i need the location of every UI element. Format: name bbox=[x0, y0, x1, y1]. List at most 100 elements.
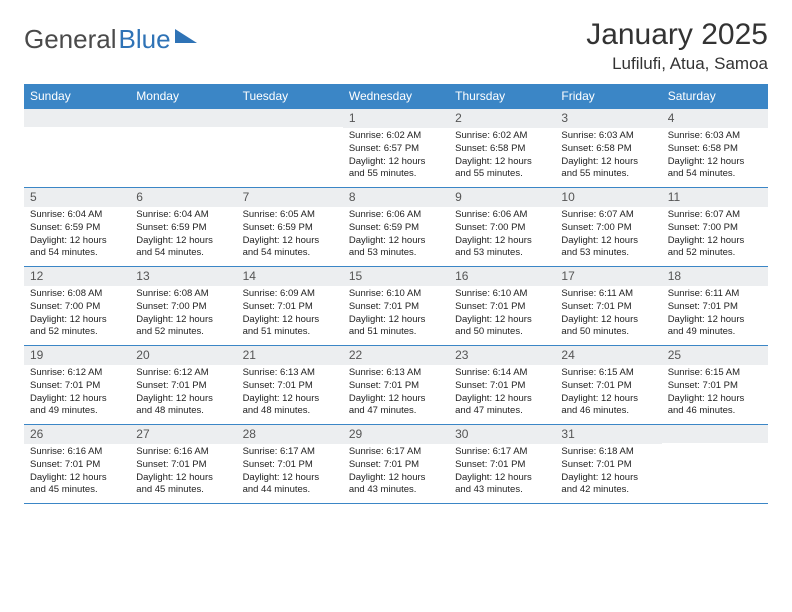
empty-cell bbox=[24, 109, 130, 187]
daylight-line: Daylight: 12 hours and 50 minutes. bbox=[561, 314, 655, 340]
day-details: Sunrise: 6:18 AMSunset: 7:01 PMDaylight:… bbox=[555, 444, 661, 501]
sunset-line: Sunset: 7:01 PM bbox=[349, 459, 443, 472]
day-cell: 12Sunrise: 6:08 AMSunset: 7:00 PMDayligh… bbox=[24, 267, 130, 345]
day-number bbox=[130, 109, 236, 127]
sunset-line: Sunset: 7:01 PM bbox=[668, 301, 762, 314]
day-cell: 20Sunrise: 6:12 AMSunset: 7:01 PMDayligh… bbox=[130, 346, 236, 424]
sunset-line: Sunset: 7:01 PM bbox=[30, 459, 124, 472]
day-cell: 30Sunrise: 6:17 AMSunset: 7:01 PMDayligh… bbox=[449, 425, 555, 503]
day-details: Sunrise: 6:09 AMSunset: 7:01 PMDaylight:… bbox=[237, 286, 343, 343]
daylight-line: Daylight: 12 hours and 45 minutes. bbox=[136, 472, 230, 498]
sunrise-line: Sunrise: 6:14 AM bbox=[455, 367, 549, 380]
day-number: 10 bbox=[555, 188, 661, 207]
daylight-line: Daylight: 12 hours and 53 minutes. bbox=[455, 235, 549, 261]
sunrise-line: Sunrise: 6:03 AM bbox=[668, 130, 762, 143]
day-number: 12 bbox=[24, 267, 130, 286]
logo-triangle-icon bbox=[175, 29, 197, 47]
day-number: 30 bbox=[449, 425, 555, 444]
brand-part1: General bbox=[24, 24, 117, 55]
day-cell: 1Sunrise: 6:02 AMSunset: 6:57 PMDaylight… bbox=[343, 109, 449, 187]
day-details: Sunrise: 6:11 AMSunset: 7:01 PMDaylight:… bbox=[555, 286, 661, 343]
calendar-page: GeneralBlue January 2025 Lufilufi, Atua,… bbox=[0, 0, 792, 514]
sunrise-line: Sunrise: 6:03 AM bbox=[561, 130, 655, 143]
day-details: Sunrise: 6:04 AMSunset: 6:59 PMDaylight:… bbox=[130, 207, 236, 264]
day-cell: 6Sunrise: 6:04 AMSunset: 6:59 PMDaylight… bbox=[130, 188, 236, 266]
day-number: 29 bbox=[343, 425, 449, 444]
sunset-line: Sunset: 7:01 PM bbox=[349, 301, 443, 314]
daylight-line: Daylight: 12 hours and 55 minutes. bbox=[349, 156, 443, 182]
day-details: Sunrise: 6:10 AMSunset: 7:01 PMDaylight:… bbox=[449, 286, 555, 343]
day-details: Sunrise: 6:13 AMSunset: 7:01 PMDaylight:… bbox=[343, 365, 449, 422]
day-cell: 29Sunrise: 6:17 AMSunset: 7:01 PMDayligh… bbox=[343, 425, 449, 503]
sunrise-line: Sunrise: 6:11 AM bbox=[561, 288, 655, 301]
day-number: 11 bbox=[662, 188, 768, 207]
weekday-header: Sunday bbox=[24, 84, 130, 109]
week-row: 5Sunrise: 6:04 AMSunset: 6:59 PMDaylight… bbox=[24, 188, 768, 267]
day-details: Sunrise: 6:07 AMSunset: 7:00 PMDaylight:… bbox=[662, 207, 768, 264]
daylight-line: Daylight: 12 hours and 42 minutes. bbox=[561, 472, 655, 498]
day-details: Sunrise: 6:16 AMSunset: 7:01 PMDaylight:… bbox=[130, 444, 236, 501]
daylight-line: Daylight: 12 hours and 54 minutes. bbox=[30, 235, 124, 261]
daylight-line: Daylight: 12 hours and 54 minutes. bbox=[668, 156, 762, 182]
weekday-header-row: SundayMondayTuesdayWednesdayThursdayFrid… bbox=[24, 84, 768, 109]
page-header: GeneralBlue January 2025 Lufilufi, Atua,… bbox=[24, 18, 768, 74]
sunset-line: Sunset: 6:58 PM bbox=[668, 143, 762, 156]
day-number: 3 bbox=[555, 109, 661, 128]
daylight-line: Daylight: 12 hours and 48 minutes. bbox=[243, 393, 337, 419]
day-number: 28 bbox=[237, 425, 343, 444]
sunrise-line: Sunrise: 6:17 AM bbox=[243, 446, 337, 459]
day-cell: 28Sunrise: 6:17 AMSunset: 7:01 PMDayligh… bbox=[237, 425, 343, 503]
day-details: Sunrise: 6:02 AMSunset: 6:57 PMDaylight:… bbox=[343, 128, 449, 185]
daylight-line: Daylight: 12 hours and 52 minutes. bbox=[30, 314, 124, 340]
day-details: Sunrise: 6:12 AMSunset: 7:01 PMDaylight:… bbox=[130, 365, 236, 422]
sunset-line: Sunset: 7:01 PM bbox=[30, 380, 124, 393]
empty-cell bbox=[237, 109, 343, 187]
daylight-line: Daylight: 12 hours and 53 minutes. bbox=[349, 235, 443, 261]
day-details: Sunrise: 6:02 AMSunset: 6:58 PMDaylight:… bbox=[449, 128, 555, 185]
sunrise-line: Sunrise: 6:18 AM bbox=[561, 446, 655, 459]
sunrise-line: Sunrise: 6:16 AM bbox=[30, 446, 124, 459]
day-number: 26 bbox=[24, 425, 130, 444]
sunrise-line: Sunrise: 6:13 AM bbox=[349, 367, 443, 380]
daylight-line: Daylight: 12 hours and 47 minutes. bbox=[455, 393, 549, 419]
sunrise-line: Sunrise: 6:13 AM bbox=[243, 367, 337, 380]
daylight-line: Daylight: 12 hours and 43 minutes. bbox=[349, 472, 443, 498]
week-row: 12Sunrise: 6:08 AMSunset: 7:00 PMDayligh… bbox=[24, 267, 768, 346]
day-details: Sunrise: 6:08 AMSunset: 7:00 PMDaylight:… bbox=[24, 286, 130, 343]
sunrise-line: Sunrise: 6:07 AM bbox=[668, 209, 762, 222]
sunset-line: Sunset: 7:01 PM bbox=[561, 380, 655, 393]
day-number: 9 bbox=[449, 188, 555, 207]
day-details: Sunrise: 6:03 AMSunset: 6:58 PMDaylight:… bbox=[555, 128, 661, 185]
daylight-line: Daylight: 12 hours and 48 minutes. bbox=[136, 393, 230, 419]
sunrise-line: Sunrise: 6:16 AM bbox=[136, 446, 230, 459]
day-number: 23 bbox=[449, 346, 555, 365]
sunset-line: Sunset: 7:01 PM bbox=[668, 380, 762, 393]
sunset-line: Sunset: 7:01 PM bbox=[136, 380, 230, 393]
day-number: 5 bbox=[24, 188, 130, 207]
day-cell: 9Sunrise: 6:06 AMSunset: 7:00 PMDaylight… bbox=[449, 188, 555, 266]
day-number: 31 bbox=[555, 425, 661, 444]
day-details: Sunrise: 6:10 AMSunset: 7:01 PMDaylight:… bbox=[343, 286, 449, 343]
week-row: 19Sunrise: 6:12 AMSunset: 7:01 PMDayligh… bbox=[24, 346, 768, 425]
week-row: 1Sunrise: 6:02 AMSunset: 6:57 PMDaylight… bbox=[24, 109, 768, 188]
day-details: Sunrise: 6:17 AMSunset: 7:01 PMDaylight:… bbox=[237, 444, 343, 501]
day-details: Sunrise: 6:16 AMSunset: 7:01 PMDaylight:… bbox=[24, 444, 130, 501]
day-number: 25 bbox=[662, 346, 768, 365]
day-number: 18 bbox=[662, 267, 768, 286]
sunrise-line: Sunrise: 6:04 AM bbox=[136, 209, 230, 222]
day-number: 15 bbox=[343, 267, 449, 286]
day-details: Sunrise: 6:06 AMSunset: 6:59 PMDaylight:… bbox=[343, 207, 449, 264]
sunrise-line: Sunrise: 6:07 AM bbox=[561, 209, 655, 222]
daylight-line: Daylight: 12 hours and 50 minutes. bbox=[455, 314, 549, 340]
day-number: 20 bbox=[130, 346, 236, 365]
day-details: Sunrise: 6:13 AMSunset: 7:01 PMDaylight:… bbox=[237, 365, 343, 422]
sunset-line: Sunset: 7:01 PM bbox=[455, 380, 549, 393]
day-cell: 10Sunrise: 6:07 AMSunset: 7:00 PMDayligh… bbox=[555, 188, 661, 266]
day-cell: 5Sunrise: 6:04 AMSunset: 6:59 PMDaylight… bbox=[24, 188, 130, 266]
weekday-header: Tuesday bbox=[237, 84, 343, 109]
day-number: 13 bbox=[130, 267, 236, 286]
weekday-header: Saturday bbox=[662, 84, 768, 109]
sunrise-line: Sunrise: 6:10 AM bbox=[455, 288, 549, 301]
sunrise-line: Sunrise: 6:12 AM bbox=[136, 367, 230, 380]
day-details: Sunrise: 6:06 AMSunset: 7:00 PMDaylight:… bbox=[449, 207, 555, 264]
